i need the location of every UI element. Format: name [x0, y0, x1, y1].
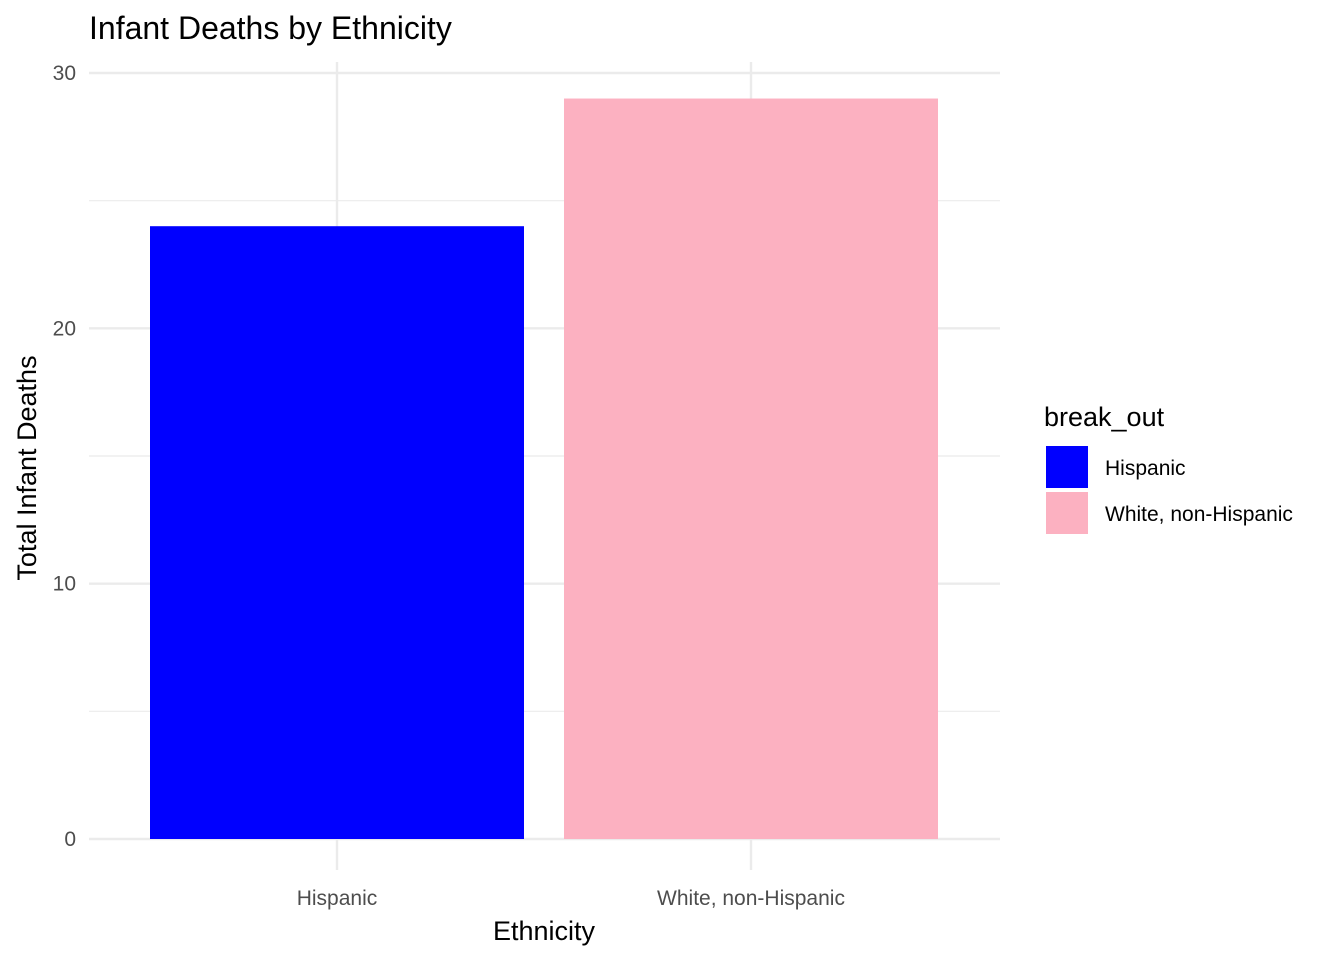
legend-swatch	[1046, 446, 1088, 488]
y-tick-label: 20	[53, 317, 76, 340]
x-axis-tick-labels: Hispanic White, non-Hispanic	[297, 887, 845, 910]
x-tick-label: White, non-Hispanic	[657, 887, 845, 910]
legend-swatch	[1046, 492, 1088, 534]
legend-label: Hispanic	[1105, 457, 1186, 480]
legend-title: break_out	[1044, 402, 1165, 432]
y-axis-title: Total Infant Deaths	[12, 355, 42, 580]
legend: break_out Hispanic White, non-Hispanic	[1044, 402, 1293, 534]
bar-white-non-hispanic	[564, 98, 938, 840]
legend-label: White, non-Hispanic	[1105, 503, 1293, 526]
bars	[150, 98, 938, 840]
x-tick-label: Hispanic	[297, 887, 378, 910]
legend-entries: Hispanic White, non-Hispanic	[1046, 446, 1293, 534]
bar-hispanic	[150, 226, 524, 839]
y-tick-label: 0	[64, 828, 76, 851]
y-tick-label: 10	[53, 573, 76, 596]
x-axis-title: Ethnicity	[493, 916, 596, 946]
y-tick-label: 30	[53, 62, 76, 85]
y-axis-tick-labels: 0 10 20 30	[53, 62, 76, 851]
chart-title: Infant Deaths by Ethnicity	[89, 10, 452, 46]
